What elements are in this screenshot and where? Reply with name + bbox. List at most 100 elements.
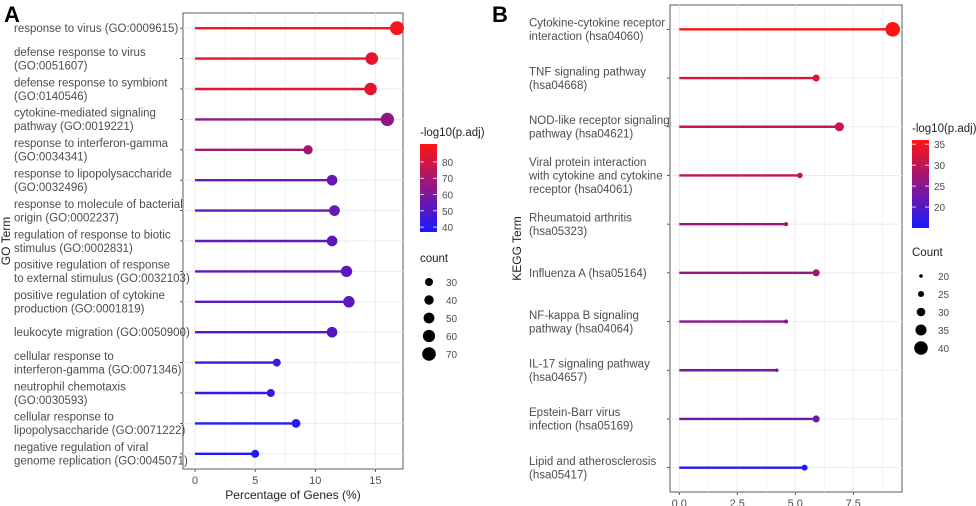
y-tick-label: regulation of response to biotic stimulus… [14, 229, 171, 255]
y-tick-label-line: infection (hsa05169) [529, 421, 633, 433]
size-legend-dot [425, 278, 433, 286]
lollipop-point [251, 449, 260, 458]
x-tick-label: 5 [252, 475, 258, 487]
lollipop-point [380, 112, 395, 127]
y-tick-label-line: stimulus (GO:0002831) [14, 243, 133, 255]
y-axis-title: GO Term [0, 217, 13, 265]
y-tick-label-line: positive regulation of response [14, 260, 170, 272]
color-legend-bar [912, 140, 929, 228]
y-tick-label-line: (GO:0140546) [14, 91, 88, 103]
y-tick-label-line: (hsa05417) [529, 469, 587, 481]
color-legend-tick-label: 35 [934, 140, 946, 151]
lollipop-point [797, 172, 803, 179]
y-tick-label-line: response to virus (GO:0009615) [14, 23, 178, 35]
size-legend-dot [422, 347, 436, 361]
size-legend-title: count [420, 253, 449, 265]
y-tick-label-line: interferon-gamma (GO:0071346) [14, 364, 182, 376]
lollipop-point [364, 82, 377, 96]
y-tick-label-line: (GO:0051607) [14, 60, 88, 72]
y-tick-label-line: NOD-like receptor signaling [529, 115, 670, 127]
size-legend-label: 30 [938, 308, 950, 319]
x-tick-label: 0.0 [672, 498, 687, 506]
y-tick-label: positive regulation of response to extern… [14, 260, 190, 286]
y-tick-label-line: (hsa05323) [529, 226, 587, 238]
y-tick-label: cellular response to interferon-gamma (GO… [14, 351, 182, 377]
size-legend-label: 70 [446, 350, 458, 361]
y-tick-label-line: neutrophil chemotaxis [14, 381, 126, 393]
lollipop-point [365, 52, 379, 65]
size-legend-dot [423, 312, 435, 324]
y-tick-label: response to virus (GO:0009615) [14, 23, 178, 35]
color-legend-title: -log10(p.adj) [420, 127, 485, 139]
y-tick-label-line: Epstein-Barr virus [529, 407, 621, 419]
y-tick-label: NOD-like receptor signaling pathway (hsa0… [529, 115, 670, 141]
lollipop-point [774, 368, 779, 373]
color-legend-tick-label: 70 [442, 174, 454, 185]
plot-area [669, 4, 903, 493]
x-tick-label: 15 [369, 475, 381, 487]
y-tick-label-line: response to lipopolysaccharide [14, 168, 172, 180]
y-tick-label-line: Rheumatoid arthritis [529, 212, 632, 224]
y-tick-label: Rheumatoid arthritis (hsa05323) [529, 212, 632, 238]
y-tick-label-line: positive regulation of cytokine [14, 290, 165, 302]
y-tick-label-line: (hsa04668) [529, 80, 587, 92]
panel-b-chart: Cytokine-cytokine receptor interaction (h… [510, 4, 976, 506]
y-tick-label-line: origin (GO:0002237) [14, 212, 119, 224]
y-tick-label: Lipid and atherosclerosis (hsa05417) [529, 456, 656, 482]
x-tick-label: 7.5 [846, 498, 861, 506]
color-legend-tick-label: 20 [934, 203, 946, 214]
y-tick-label-line: response to interferon-gamma [14, 138, 169, 150]
lollipop-point [812, 269, 820, 277]
lollipop-point [812, 415, 820, 423]
x-tick-label: 0 [192, 475, 198, 487]
y-tick-label: Cytokine-cytokine receptor interaction (h… [529, 18, 665, 43]
y-tick-label: Viral protein interaction with cytokine a… [528, 157, 663, 196]
lollipop-point [291, 418, 301, 428]
y-tick-label: response to lipopolysaccharide (GO:003249… [14, 168, 172, 194]
size-legend-label: 60 [446, 332, 458, 343]
lollipop-point [272, 358, 281, 367]
size-legend-dot [919, 274, 923, 278]
y-tick-label-line: regulation of response to biotic [14, 229, 171, 241]
size-legend-label: 35 [938, 326, 950, 337]
lollipop-point [390, 21, 404, 36]
size-legend-dot [917, 290, 925, 298]
lollipop-point [834, 122, 844, 132]
lollipop-point [783, 319, 789, 324]
y-tick-label-line: pathway (GO:0019221) [14, 121, 134, 133]
y-tick-label-line: leukocyte migration (GO:0050900) [14, 327, 190, 339]
lollipop-point [303, 145, 313, 155]
y-tick-label-line: interaction (hsa04060) [529, 31, 644, 43]
lollipop-point [343, 296, 355, 308]
lollipop-point [340, 265, 353, 278]
size-legend-label: 30 [446, 278, 458, 289]
y-tick-label: Epstein-Barr virus infection (hsa05169) [529, 407, 633, 433]
y-tick-label-line: Viral protein interaction [529, 157, 646, 169]
lollipop-point [783, 222, 789, 227]
y-tick-label: neutrophil chemotaxis (GO:0030593) [14, 381, 126, 407]
size-legend-dot [915, 324, 927, 336]
y-tick-label-line: cellular response to [14, 412, 114, 424]
size-legend-label: 40 [938, 344, 950, 355]
y-tick-label: response to interferon-gamma (GO:0034341) [14, 138, 169, 164]
color-legend-tick-label: 60 [442, 191, 454, 202]
y-tick-label: Influenza A (hsa05164) [529, 268, 647, 280]
size-legend-title: Count [912, 247, 943, 259]
y-tick-label: IL-17 signaling pathway (hsa04657) [529, 359, 650, 385]
size-legend-label: 50 [446, 314, 458, 325]
y-tick-label: defense response to virus (GO:0051607) [14, 47, 146, 73]
color-legend-bar [420, 144, 437, 232]
panel-a-label: A [4, 2, 20, 27]
lollipop-point [812, 74, 820, 82]
lollipop-point [885, 22, 901, 37]
color-legend-title: -log10(p.adj) [912, 123, 976, 135]
color-legend-tick-label: 40 [442, 223, 454, 234]
panel-a-chart: response to virus (GO:0009615) defense re… [0, 12, 485, 502]
y-tick-label-line: negative regulation of viral [14, 442, 148, 454]
y-tick-label-line: pathway (hsa04064) [529, 323, 633, 335]
y-tick-label-line: production (GO:0001819) [14, 304, 145, 316]
x-tick-label: 10 [309, 475, 321, 487]
y-tick-label: cytokine-mediated signaling pathway (GO:0… [14, 108, 156, 133]
y-tick-label-line: defense response to symbiont [14, 77, 168, 89]
